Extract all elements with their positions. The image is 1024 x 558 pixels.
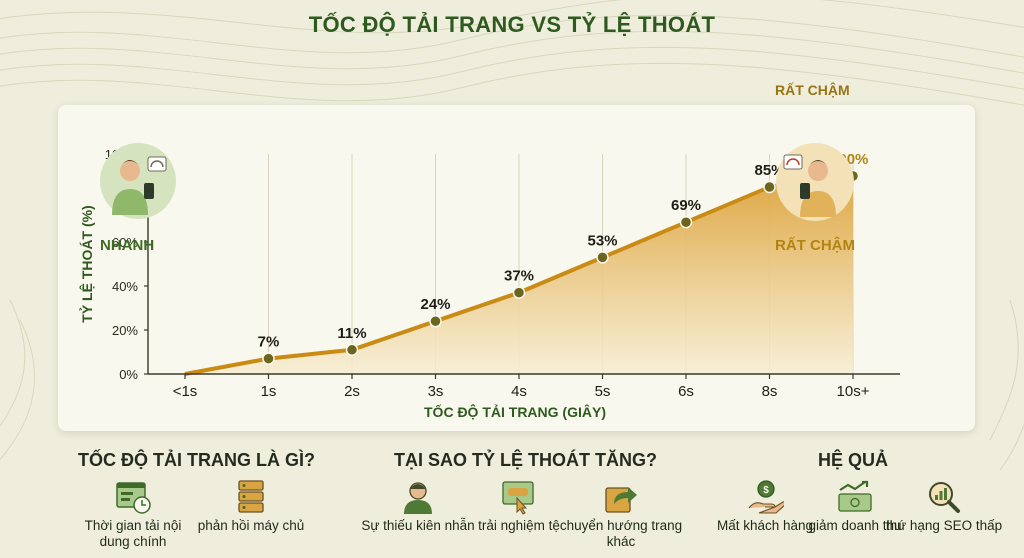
feature-text: chuyển hướng trang khác	[559, 518, 683, 549]
seo-magnifier-icon	[929, 482, 960, 513]
happy-person-icon	[112, 156, 167, 215]
section-title-what-is: TỐC ĐỘ TẢI TRANG LÀ GÌ?	[78, 450, 315, 470]
svg-text:$: $	[763, 485, 769, 496]
user-icon	[404, 482, 432, 514]
cursor-click-icon	[502, 481, 534, 515]
x-tick-label: 5s	[595, 383, 611, 400]
section-title-why: TẠI SAO TỶ LỆ THOÁT TĂNG?	[394, 450, 657, 470]
feature-load-time: Thời gian tải nội dung chính	[68, 478, 198, 550]
y-tick-label: 60%	[112, 235, 138, 250]
y-tick-label: 40%	[112, 279, 138, 294]
bounce-rate-chart: 0%20%40%60%80%100%<1s1s2s3s4s5s6s8s10s+ …	[78, 147, 900, 420]
money-down-icon	[838, 480, 872, 512]
data-label: 69%	[671, 197, 701, 214]
feature-text: Sự thiếu kiên nhẫn	[361, 518, 475, 533]
y-tick-label: 20%	[112, 323, 138, 338]
feature-revenue-drop: giảm doanh thu	[790, 478, 920, 534]
slow-top-label: RẤT CHẬM	[775, 82, 850, 98]
data-label: 37%	[504, 268, 534, 285]
feature-text: phản hồi máy chủ	[197, 518, 305, 533]
x-tick-label: 2s	[344, 383, 360, 400]
data-point	[429, 314, 442, 328]
feature-server-response: phản hồi máy chủ	[186, 478, 316, 534]
server-icon	[238, 480, 264, 513]
feature-bad-experience: trải nghiệm tệ	[454, 478, 584, 534]
info-sections: TỐC ĐỘ TẢI TRANG LÀ GÌ? TẠI SAO TỶ LỆ TH…	[0, 440, 1024, 558]
data-point	[679, 215, 693, 229]
feature-text: Thời gian tải nội dung chính	[84, 518, 182, 549]
data-point	[512, 286, 526, 299]
feature-text: trải nghiệm tệ	[478, 518, 560, 533]
feature-text: thứ hạng SEO thấp	[885, 518, 1003, 533]
hand-coin-icon: $	[748, 480, 784, 514]
webpage-clock-icon	[116, 482, 151, 514]
data-label: 24%	[420, 296, 450, 313]
feature-redirect: chuyển hướng trang khác	[556, 478, 686, 550]
y-axis-label: TỶ LỆ THOÁT (%)	[78, 205, 95, 322]
x-axis-label: TỐC ĐỘ TẢI TRANG (GIÂY)	[424, 403, 606, 420]
data-point	[262, 352, 275, 365]
x-tick-label: 10s+	[837, 383, 870, 400]
data-point	[345, 343, 359, 357]
feature-text: Mất khách hàng	[716, 518, 814, 533]
fast-label: NHANH	[100, 237, 155, 254]
section-title-consequences: HỆ QUẢ	[818, 450, 889, 470]
slow-user-avatar	[776, 143, 854, 221]
chart-title: TỐC ĐỘ TẢI TRANG VS TỶ LỆ THOÁT	[308, 12, 716, 37]
data-label: 53%	[587, 232, 617, 249]
data-label: 7%	[258, 334, 280, 351]
data-point	[763, 180, 776, 194]
data-label: 11%	[337, 325, 366, 342]
redirect-arrow-icon	[605, 487, 637, 513]
x-tick-label: 6s	[678, 383, 694, 400]
y-tick-label: 0%	[119, 367, 138, 382]
frustrated-person-icon	[783, 154, 836, 217]
slow-label: RẤT CHẬM	[775, 237, 855, 254]
x-tick-label: <1s	[173, 383, 198, 400]
data-point	[596, 251, 609, 264]
x-tick-label: 1s	[261, 383, 277, 400]
x-tick-label: 8s	[762, 383, 778, 400]
feature-impatience: Sự thiếu kiên nhẫn	[353, 478, 483, 534]
x-tick-label: 3s	[428, 383, 444, 400]
x-tick-label: 4s	[511, 383, 527, 400]
feature-lose-customers: $ Mất khách hàng	[700, 478, 830, 534]
feature-low-seo: thứ hạng SEO thấp	[879, 478, 1009, 534]
fast-user-avatar	[100, 143, 176, 219]
feature-text: giảm doanh thu	[808, 518, 902, 533]
